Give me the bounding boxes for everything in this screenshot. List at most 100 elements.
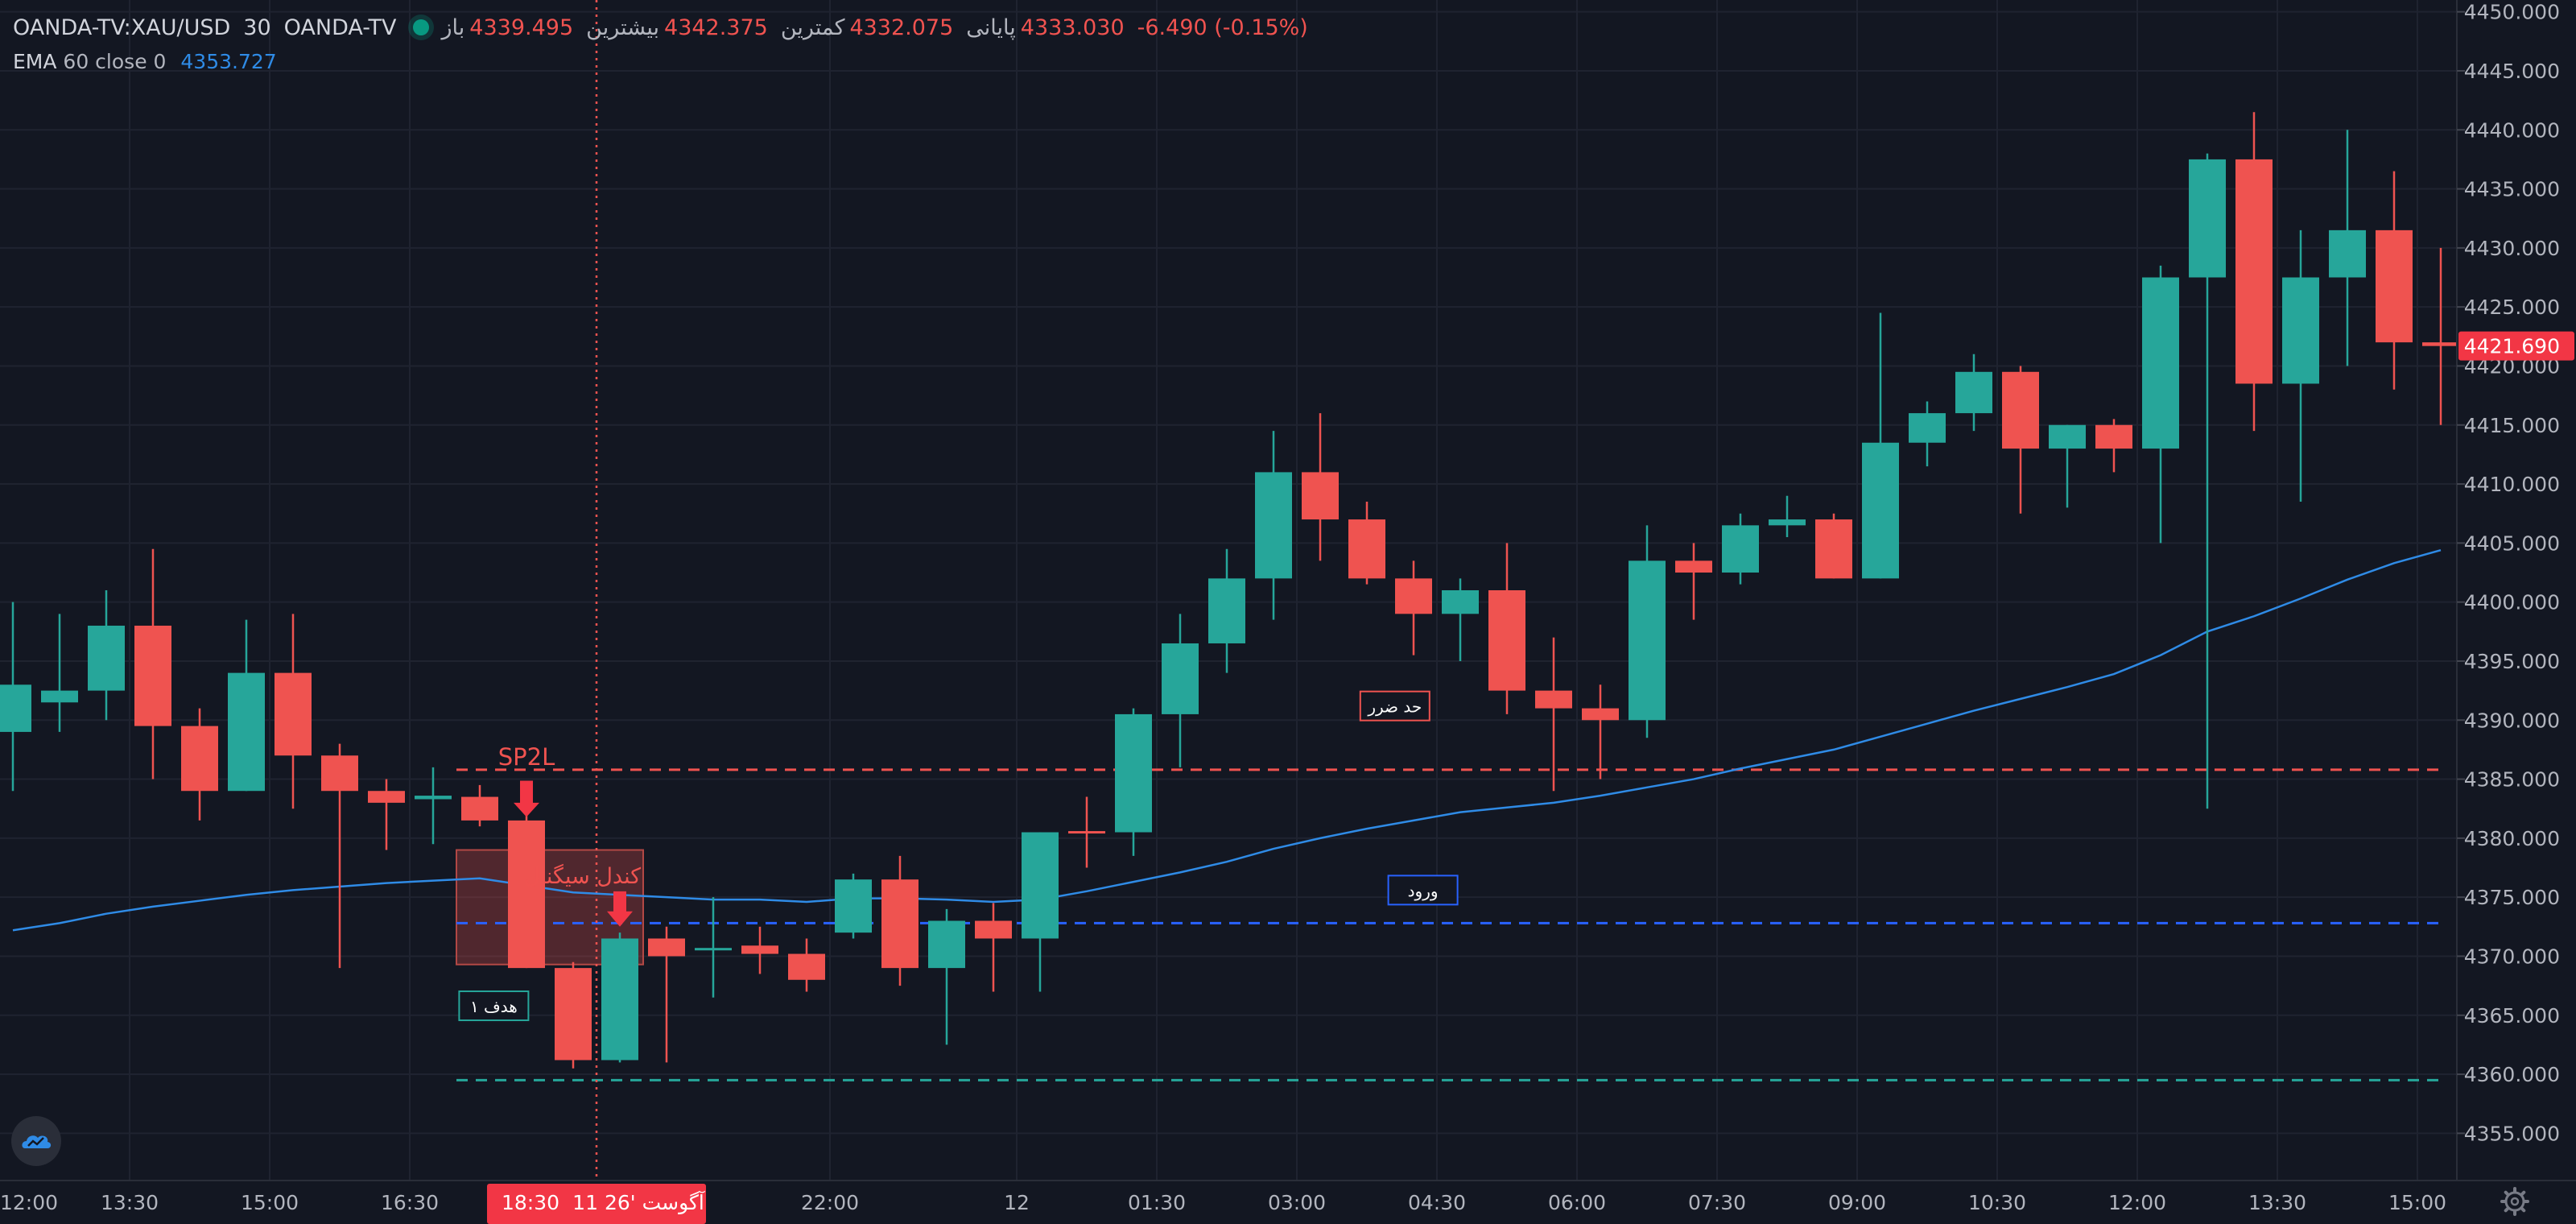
symbol-header: OANDA-TV:XAU/USD 30 OANDA-TV باز 4339.49… — [13, 11, 1321, 43]
interval-label[interactable]: 30 — [243, 15, 270, 40]
candle-body — [228, 673, 265, 792]
time-tick-label: 07:30 — [1688, 1191, 1746, 1214]
candle-body — [601, 938, 638, 1060]
time-tick-label: 12:00 — [0, 1191, 58, 1214]
price-tick-label: 4430.000 — [2464, 237, 2560, 260]
time-tick-label: 12 — [1004, 1191, 1030, 1214]
candle-body — [975, 920, 1012, 938]
candle-body — [41, 691, 78, 703]
low-value: 4332.075 — [849, 15, 953, 40]
change-value: -6.490 (-0.15%) — [1137, 15, 1308, 40]
signal-text: SP2L — [498, 743, 555, 771]
time-tick-label: 13:30 — [101, 1191, 159, 1214]
symbol-name[interactable]: OANDA-TV:XAU/USD — [13, 15, 230, 40]
signal-candle-label: کندل سیگنال — [524, 863, 641, 889]
candle-body — [648, 938, 685, 956]
ema-value: 4353.727 — [180, 50, 276, 73]
candle-body — [1955, 372, 1992, 413]
price-tick-label: 4400.000 — [2464, 591, 2560, 614]
price-tick-label: 4380.000 — [2464, 827, 2560, 850]
candle-body — [1862, 443, 1899, 579]
candle-body — [2189, 159, 2226, 278]
price-tick-label: 4370.000 — [2464, 945, 2560, 968]
exchange-label: OANDA-TV — [284, 15, 397, 40]
time-tick-label: 22:00 — [801, 1191, 859, 1214]
ema-params: 60 close 0 — [63, 50, 166, 73]
candle-body — [1909, 413, 1946, 443]
candle-body — [1115, 714, 1152, 833]
candle-body — [1488, 590, 1525, 691]
price-tick-label: 4440.000 — [2464, 118, 2560, 142]
level-label: هدف ۱ — [470, 997, 518, 1016]
candle-body — [741, 945, 778, 953]
ema-name: EMA — [13, 50, 56, 73]
price-tick-label: 4450.000 — [2464, 1, 2560, 24]
candle-body — [1535, 691, 1572, 709]
candle-body — [695, 948, 732, 950]
price-tick-label: 4390.000 — [2464, 709, 2560, 732]
candle-body — [1582, 709, 1619, 721]
candle-body — [2329, 230, 2366, 278]
candle-body — [508, 821, 545, 968]
high-label: بیشترین — [586, 15, 659, 40]
price-tick-label: 4435.000 — [2464, 178, 2560, 201]
candle-body — [1675, 560, 1712, 573]
time-tick-label: 13:30 — [2248, 1191, 2306, 1214]
close-value: 4333.030 — [1021, 15, 1125, 40]
time-tick-label: 04:30 — [1408, 1191, 1466, 1214]
time-tick-label: 10:30 — [1968, 1191, 2026, 1214]
candle-body — [1162, 643, 1199, 714]
time-tick-label: 09:00 — [1828, 1191, 1886, 1214]
low-label: کمترین — [781, 15, 845, 40]
price-tick-label: 4365.000 — [2464, 1004, 2560, 1028]
candle-body — [2376, 230, 2413, 342]
time-tick-label: 15:00 — [2388, 1191, 2446, 1214]
high-value: 4342.375 — [664, 15, 768, 40]
price-axis[interactable]: 4355.000 4360.000 4365.000 4370.000 4375.000… — [2457, 0, 2576, 1224]
candle-body — [88, 626, 125, 691]
time-tick-label: 03:00 — [1268, 1191, 1326, 1214]
tradingview-logo-icon[interactable] — [11, 1116, 61, 1166]
candle-body — [2142, 278, 2179, 449]
candle-body — [2049, 425, 2086, 449]
candle-body — [1442, 590, 1479, 614]
candle-body — [1348, 519, 1385, 578]
price-tick-label: 4410.000 — [2464, 473, 2560, 496]
time-axis[interactable]: 12:00 13:30 15:00 16:30 22:00 12 01:30 03:00 04:… — [0, 1181, 2576, 1224]
candle-body — [461, 797, 498, 821]
candle-body — [2422, 342, 2459, 346]
candle-body — [1815, 519, 1852, 578]
price-tick-label: 4425.000 — [2464, 296, 2560, 319]
candle-body — [0, 684, 31, 732]
candle-body — [275, 673, 312, 756]
level-label: ورود — [1408, 881, 1439, 900]
candle-body — [835, 879, 872, 932]
crosshair-time-label: 18:30 — [502, 1191, 559, 1214]
candle-body — [928, 920, 965, 968]
open-value: 4339.495 — [469, 15, 573, 40]
candle-body — [181, 726, 218, 792]
candle-body — [134, 626, 171, 726]
level-label: حد ضرر — [1367, 697, 1422, 717]
candle-body — [1769, 519, 1806, 525]
candle-body — [368, 791, 405, 803]
candle-body — [2235, 159, 2273, 384]
candle-body — [1022, 833, 1059, 939]
price-tick-label: 4360.000 — [2464, 1063, 2560, 1086]
candle-body — [1255, 472, 1292, 578]
candle-body — [555, 968, 592, 1060]
price-tick-label: 4375.000 — [2464, 886, 2560, 909]
price-tick-label: 4445.000 — [2464, 60, 2560, 83]
current-price-label: 4421.690 — [2464, 335, 2560, 358]
price-tick-label: 4405.000 — [2464, 531, 2560, 555]
time-tick-label: 15:00 — [241, 1191, 299, 1214]
price-tick-label: 4395.000 — [2464, 650, 2560, 673]
settings-gear-icon[interactable] — [2500, 1187, 2529, 1216]
candle-body — [321, 755, 358, 791]
ema-legend[interactable]: EMA 60 close 0 4353.727 — [13, 50, 277, 73]
candle-body — [2002, 372, 2039, 449]
time-tick-label: 01:30 — [1128, 1191, 1186, 1214]
candle-body — [1068, 831, 1105, 833]
candle-body — [1629, 560, 1666, 720]
